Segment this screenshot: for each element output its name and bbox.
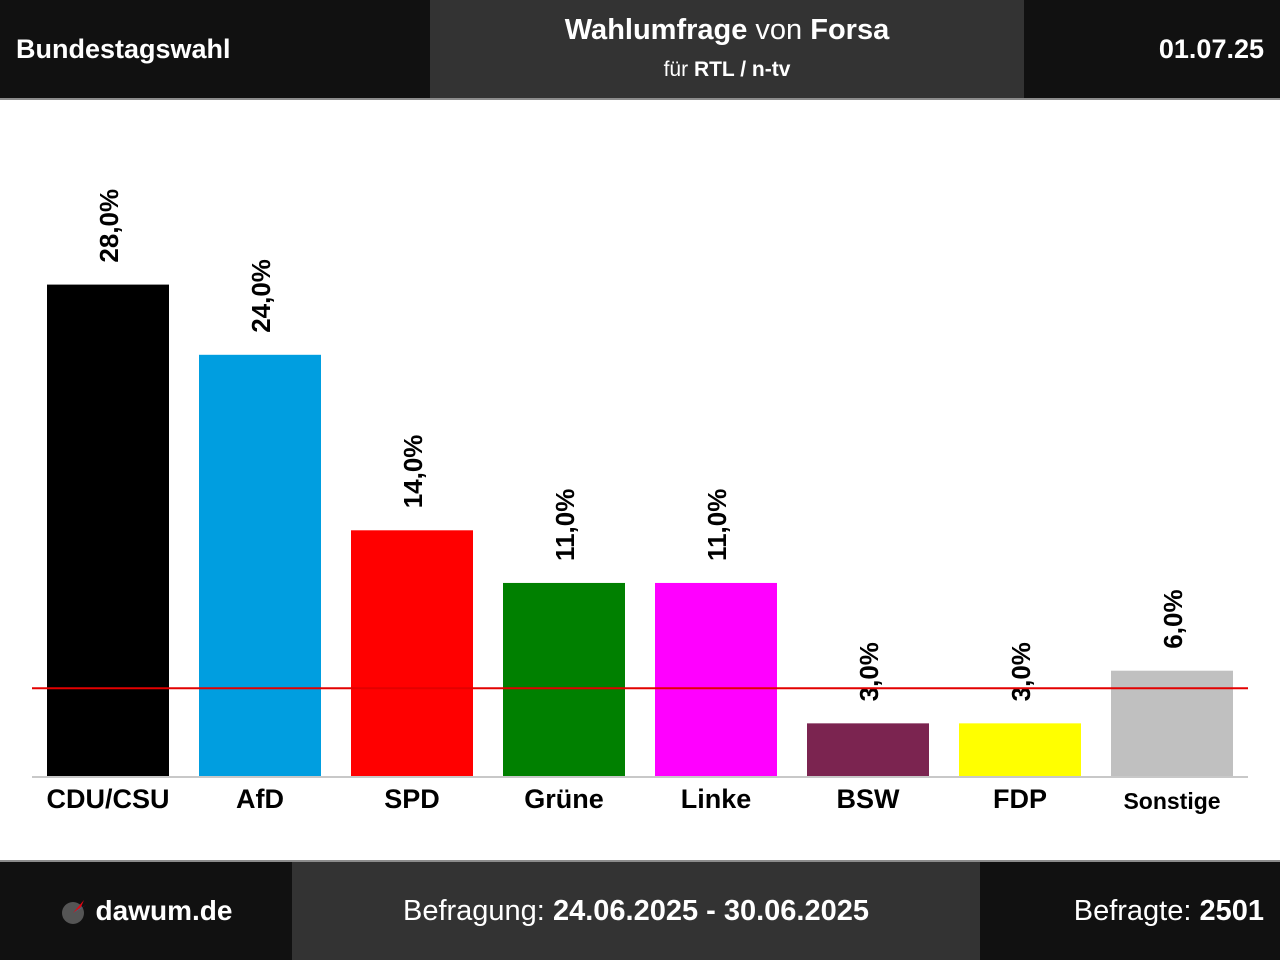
value-label-sonstige: 6,0% — [1158, 589, 1188, 648]
bar-chart: 28,0% CDU/CSU 24,0% AfD 14,0% SPD 11,0% Grüne 11… — [32, 189, 1248, 814]
survey-period-label: Befragung: — [402, 894, 553, 927]
institute-name: Forsa — [810, 14, 890, 46]
dawum-logo-icon — [61, 900, 86, 924]
bar-sonstige — [1111, 670, 1233, 776]
brand[interactable]: dawum.de — [0, 862, 292, 960]
bar-fdp — [959, 723, 1081, 776]
survey-period-value: 24.06.2025 - 30.06.2025 — [552, 894, 869, 927]
respondents: Befragte: 2501 — [980, 862, 1280, 960]
value-label-bsw: 3,0% — [854, 642, 884, 701]
bar-spd — [351, 530, 473, 776]
value-label-grüne: 11,0% — [550, 489, 580, 561]
bar-cdu-csu — [47, 284, 169, 776]
bar-afd — [199, 354, 321, 776]
category-label-spd: SPD — [384, 784, 440, 814]
value-label-spd: 14,0% — [398, 435, 428, 509]
survey-period: Befragung: 24.06.2025 - 30.06.2025 — [292, 862, 980, 960]
poll-title: Wahlumfrage von Forsa — [430, 14, 1024, 47]
value-label-linke: 11,0% — [702, 489, 732, 561]
publish-date: 01.07.25 — [1158, 33, 1264, 64]
category-label-sonstige: Sonstige — [1123, 788, 1220, 814]
poll-client: für RTL / n-tv — [430, 58, 1024, 82]
bar-linke — [655, 582, 777, 776]
brand-name: dawum.de — [95, 895, 233, 926]
poll-title-connector: von — [747, 14, 811, 46]
poll-title-word: Wahlumfrage — [564, 14, 748, 46]
bar-bsw — [807, 723, 929, 776]
footer-divider — [0, 860, 1280, 862]
client-prefix: für — [663, 58, 694, 81]
client-name: RTL / n-tv — [693, 58, 791, 81]
category-label-grüne: Grüne — [524, 784, 604, 814]
header-divider — [0, 98, 1280, 100]
category-label-fdp: FDP — [993, 784, 1047, 814]
category-label-bsw: BSW — [837, 784, 901, 814]
category-label-cdu-csu: CDU/CSU — [46, 784, 169, 814]
category-label-linke: Linke — [681, 784, 752, 814]
respondents-label: Befragte: — [1073, 894, 1200, 927]
category-label-afd: AfD — [236, 784, 284, 814]
bar-grüne — [503, 582, 625, 776]
value-label-fdp: 3,0% — [1006, 642, 1036, 701]
value-label-cdu-csu: 28,0% — [94, 189, 124, 263]
election-title: Bundestagswahl — [16, 33, 231, 64]
poll-title-box: Wahlumfrage von Forsa für RTL / n-tv — [430, 0, 1024, 98]
respondents-value: 2501 — [1199, 894, 1264, 927]
value-label-afd: 24,0% — [246, 259, 276, 333]
